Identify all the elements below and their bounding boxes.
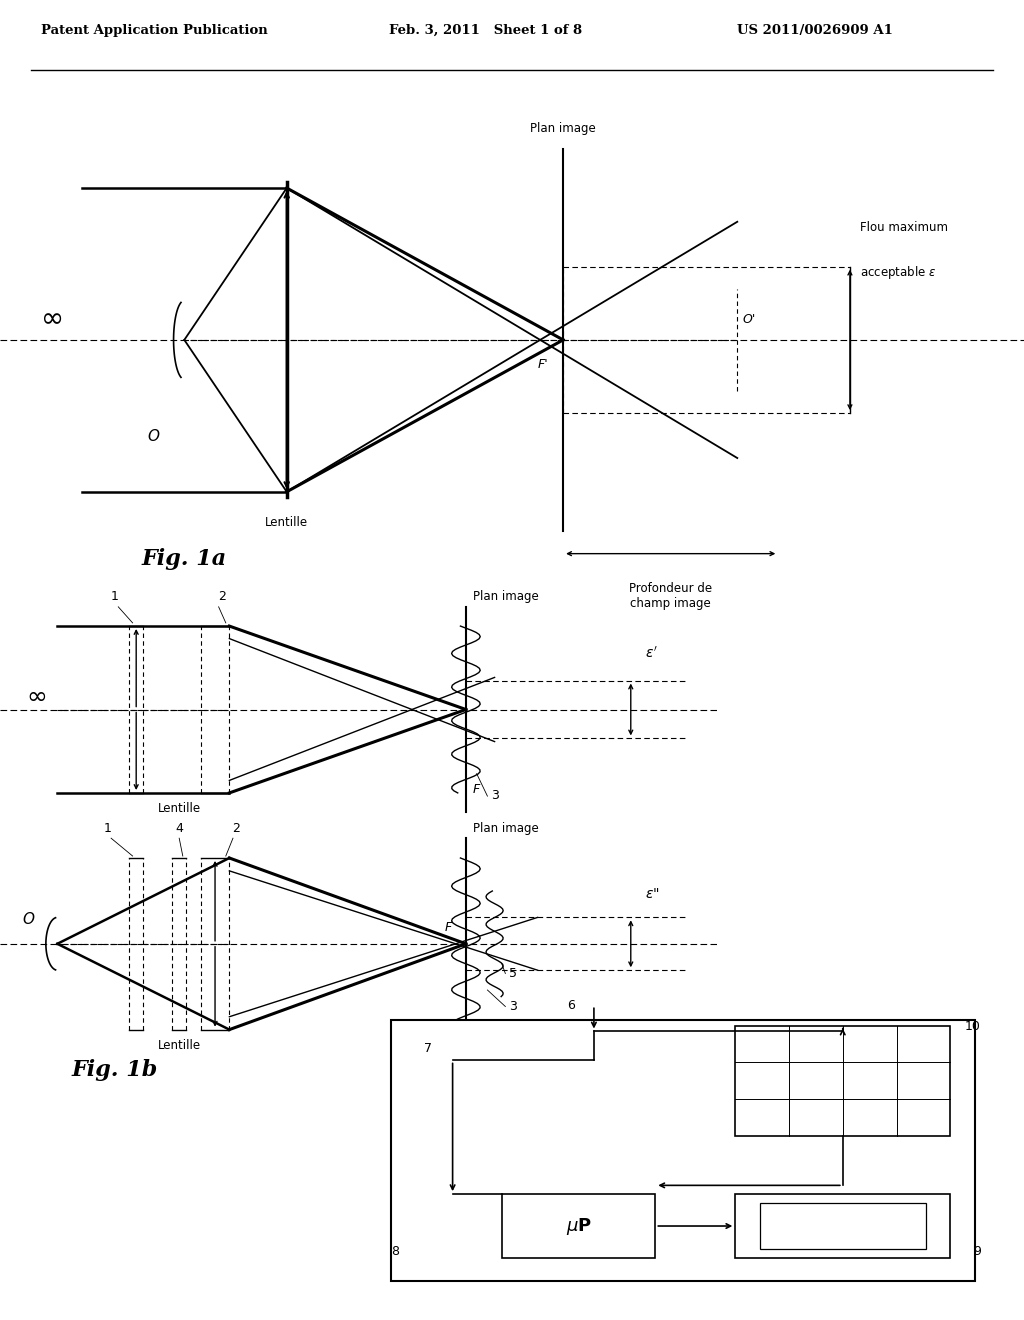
Text: 3: 3 (509, 999, 517, 1012)
Text: $\infty$: $\infty$ (40, 304, 62, 331)
Text: 9: 9 (973, 1245, 981, 1258)
Text: 5: 5 (509, 966, 517, 979)
Text: 2: 2 (218, 590, 226, 603)
Text: acceptable $\varepsilon$: acceptable $\varepsilon$ (860, 264, 936, 281)
Text: F: F (473, 783, 480, 796)
Text: 10: 10 (965, 1020, 981, 1032)
Text: O: O (147, 429, 160, 444)
Bar (760, 1203, 926, 1249)
Text: Lentille: Lentille (158, 803, 201, 816)
Text: Feb. 3, 2011   Sheet 1 of 8: Feb. 3, 2011 Sheet 1 of 8 (389, 24, 583, 37)
Text: 8: 8 (391, 1245, 399, 1258)
Text: O: O (23, 912, 35, 927)
Text: Plan image: Plan image (530, 121, 596, 135)
Text: Patent Application Publication: Patent Application Publication (41, 24, 267, 37)
Text: $\varepsilon'$: $\varepsilon'$ (645, 645, 657, 661)
Text: US 2011/0026909 A1: US 2011/0026909 A1 (737, 24, 893, 37)
Text: F': F' (538, 358, 548, 371)
Text: F: F (444, 920, 452, 933)
Bar (502, 1195, 655, 1258)
Text: 3: 3 (490, 789, 499, 803)
Text: $\infty$: $\infty$ (26, 685, 46, 708)
Text: Lentille: Lentille (158, 1039, 201, 1052)
Text: $\mu$P: $\mu$P (565, 1216, 592, 1237)
Text: 6: 6 (567, 999, 575, 1012)
Text: 4: 4 (175, 821, 183, 834)
Text: Profondeur de
champ image: Profondeur de champ image (629, 582, 713, 610)
Text: 1: 1 (103, 821, 112, 834)
Text: 1: 1 (111, 590, 119, 603)
Text: Fig. 1b: Fig. 1b (72, 1059, 158, 1081)
Text: Fig. 1a: Fig. 1a (141, 548, 227, 570)
Text: O': O' (742, 313, 756, 326)
Text: Flou maximum: Flou maximum (860, 220, 948, 234)
Text: 7: 7 (424, 1041, 432, 1055)
Text: 2: 2 (232, 821, 241, 834)
Text: Plan image: Plan image (473, 590, 539, 603)
Bar (735, 1195, 950, 1258)
Text: Lentille: Lentille (265, 516, 308, 528)
Text: Plan image: Plan image (473, 821, 539, 834)
Bar (735, 1026, 950, 1137)
Text: $\varepsilon$": $\varepsilon$" (645, 887, 659, 900)
